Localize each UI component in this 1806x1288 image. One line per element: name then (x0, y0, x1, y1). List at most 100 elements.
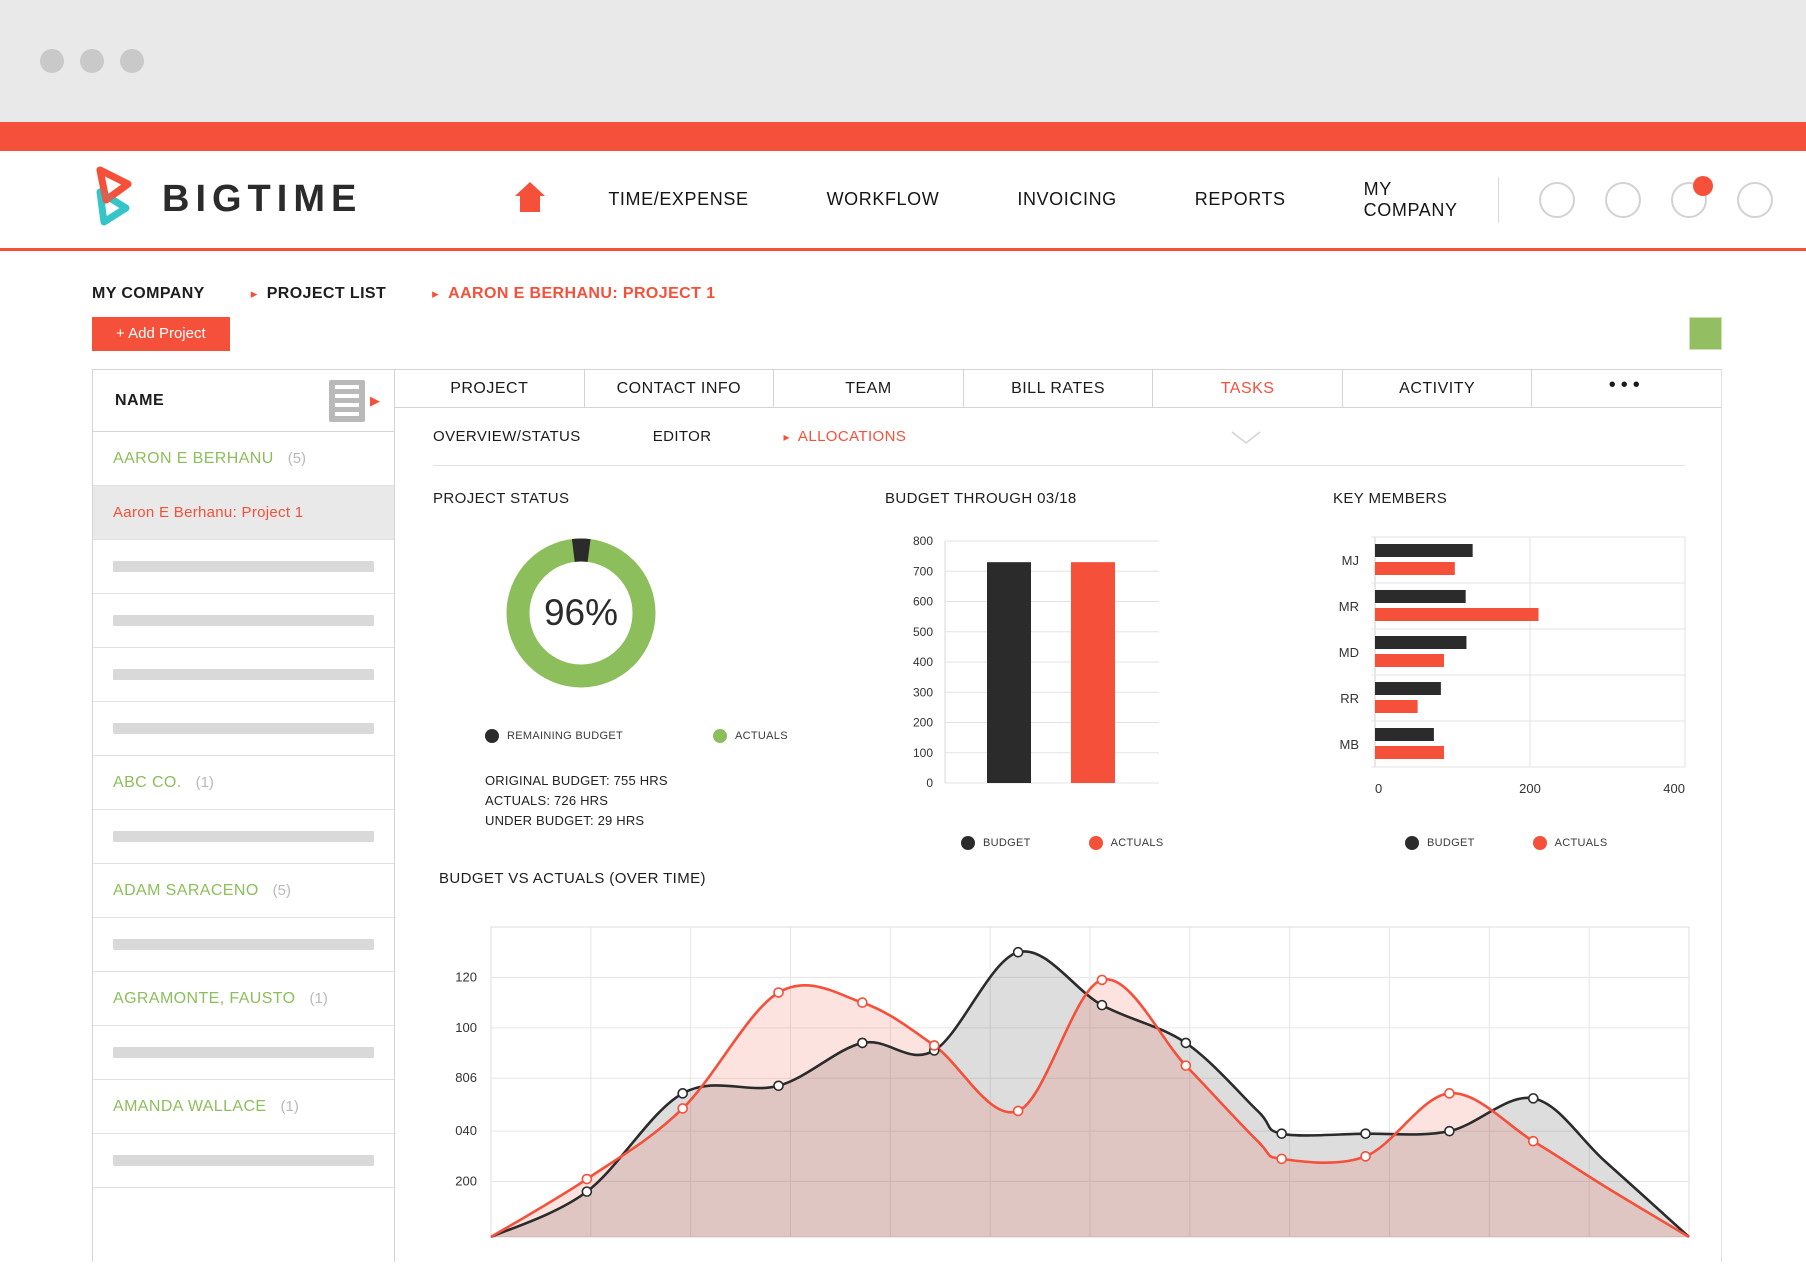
sidebar-placeholder-row[interactable] (93, 1134, 394, 1188)
sidebar-group-label: AMANDA WALLACE (113, 1097, 267, 1115)
key-members-legend: BUDGET ACTUALS (1405, 836, 1721, 850)
sidebar-selected-project-row[interactable]: Aaron E Berhanu: Project 1 (93, 486, 394, 540)
sidebar-group-row[interactable]: AGRAMONTE, FAUSTO (1) (93, 972, 394, 1026)
sidebar-placeholder-row[interactable] (93, 702, 394, 756)
svg-text:100: 100 (913, 746, 933, 760)
nav-circle-icon-1[interactable] (1538, 181, 1575, 218)
legend-dot (713, 729, 728, 743)
subtab-editor[interactable]: ▸EDITOR (653, 428, 712, 445)
tab-contact-info[interactable]: CONTACT INFO (585, 370, 775, 407)
project-status-legend-item: ACTUALS (713, 729, 788, 743)
breadcrumb-label: MY COMPANY (92, 285, 205, 302)
breadcrumb-item-3[interactable]: ▸ AARON E BERHANU: PROJECT 1 (432, 285, 715, 303)
tab-tasks[interactable]: TASKS (1153, 370, 1343, 407)
svg-text:040: 040 (455, 1123, 477, 1138)
sidebar-group-label: AGRAMONTE, FAUSTO (113, 989, 296, 1007)
list-view-icon[interactable] (329, 379, 365, 422)
nav-item-time-expense[interactable]: TIME/EXPENSE (608, 189, 749, 209)
sidebar-placeholder-row[interactable] (93, 540, 394, 594)
breadcrumb-caret-icon: ▸ (250, 286, 258, 301)
subtab-caret-icon: ▸ (783, 429, 790, 444)
sidebar-placeholder-row[interactable] (93, 810, 394, 864)
main-nav: BIGTIME TIME/EXPENSE WORKFLOW INVOICING REP… (0, 151, 1806, 248)
sidebar-group-label: ADAM SARACENO (113, 881, 259, 899)
sidebar-placeholder-row[interactable] (93, 918, 394, 972)
svg-text:500: 500 (913, 625, 933, 639)
budget-through-legend: BUDGET ACTUALS (961, 836, 1333, 850)
sidebar-group-count: (5) (287, 450, 307, 467)
nav-item-reports[interactable]: REPORTS (1194, 189, 1286, 209)
avatar[interactable] (1689, 317, 1722, 350)
sidebar-placeholder-row[interactable] (93, 594, 394, 648)
legend-dot (961, 836, 975, 850)
sidebar-header-label: NAME (115, 391, 165, 409)
nav-divider (1497, 176, 1499, 223)
placeholder-bar (113, 615, 374, 626)
sidebar-group-row[interactable]: AARON E BERHANU (5) (93, 432, 394, 486)
nav-circle-icon-3[interactable] (1670, 175, 1713, 218)
breadcrumb-item-1[interactable]: MY COMPANY (92, 285, 205, 303)
budget-vs-actuals-card: BUDGET VS ACTUALS (OVER TIME) 120 100 806 0… (439, 870, 1721, 1262)
legend-label: BUDGET (983, 837, 1031, 849)
sidebar-group-row[interactable]: AMANDA WALLACE (1) (93, 1080, 394, 1134)
svg-text:806: 806 (455, 1070, 477, 1085)
project-list-sidebar: NAME ▶ AARON E BERHANU (5) Aaron E Berhanu… (92, 370, 395, 1262)
key-members-title: KEY MEMBERS (1333, 490, 1448, 507)
sidebar-group-count: (1) (280, 1098, 299, 1115)
sidebar-expand-icon[interactable]: ▶ (370, 392, 380, 408)
nav-item-workflow[interactable]: WORKFLOW (826, 189, 940, 209)
sidebar-placeholder-row[interactable] (93, 648, 394, 702)
nav-circle-icon-4[interactable] (1736, 181, 1773, 218)
key-members-legend-item: BUDGET (1405, 836, 1475, 850)
main-content: NAME ▶ AARON E BERHANU (5) Aaron E Berhanu… (92, 369, 1722, 1262)
notification-badge (1692, 175, 1713, 196)
nav-item-my-company[interactable]: MY COMPANY (1363, 178, 1458, 220)
project-status-title: PROJECT STATUS (433, 490, 570, 507)
brand-name: BIGTIME (162, 178, 363, 220)
svg-text:RR: RR (1340, 691, 1359, 706)
legend-dot (1405, 836, 1419, 850)
home-icon (512, 180, 548, 219)
sidebar-group-count: (1) (309, 990, 328, 1007)
svg-text:200: 200 (1519, 781, 1541, 796)
tab-bill-rates[interactable]: BILL RATES (964, 370, 1154, 407)
nav-items: TIME/EXPENSE WORKFLOW INVOICING REPORTS MY C… (608, 179, 1457, 221)
budget-through-card: BUDGET THROUGH 03/18 800 700 600 500 400 300 2… (873, 490, 1333, 850)
legend-label: BUDGET (1427, 837, 1475, 849)
legend-dot (485, 729, 499, 743)
key-members-legend-item: ACTUALS (1532, 836, 1608, 850)
tab-project[interactable]: PROJECT (395, 370, 585, 407)
stat-original-budget: ORIGINAL BUDGET: 755 HRS (485, 773, 668, 788)
nav-item-invoicing[interactable]: INVOICING (1017, 189, 1117, 209)
sidebar-group-row[interactable]: ABC CO. (1) (93, 756, 394, 810)
sidebar-group-row[interactable]: ADAM SARACENO (5) (93, 864, 394, 918)
nav-circle-icon-2[interactable] (1604, 181, 1641, 218)
sidebar-group-count: (5) (272, 882, 292, 899)
svg-text:400: 400 (1663, 781, 1685, 796)
budget-stats: ORIGINAL BUDGET: 755 HRS ACTUALS: 726 HR… (485, 771, 873, 831)
sidebar-group-label: AARON E BERHANU (113, 449, 274, 467)
tab-activity[interactable]: ACTIVITY (1343, 370, 1533, 407)
placeholder-bar (113, 1155, 374, 1166)
window-dot-2 (80, 49, 104, 73)
bigtime-logo-icon (92, 164, 148, 235)
legend-label: ACTUALS (1110, 837, 1164, 849)
breadcrumb-item-2[interactable]: ▸ PROJECT LIST (251, 285, 386, 303)
add-project-button[interactable]: + Add Project (92, 317, 230, 351)
key-members-card: KEY MEMBERS 0 200 400 MJ MR MD RR MB BUDGET ACTU… (1333, 490, 1721, 850)
subtab-overview-status[interactable]: ▸OVERVIEW/STATUS (433, 428, 581, 445)
placeholder-bar (113, 723, 374, 734)
breadcrumb: MY COMPANY ▸ PROJECT LIST ▸ AARON E BERHANU:… (92, 279, 1806, 309)
home-button[interactable] (512, 180, 548, 219)
subtab-allocations[interactable]: ▸ ALLOCATIONS (783, 428, 906, 445)
tab-more[interactable]: ••• (1608, 374, 1645, 396)
placeholder-bar (113, 669, 374, 680)
svg-text:MR: MR (1339, 599, 1359, 614)
sidebar-placeholder-row[interactable] (93, 1026, 394, 1080)
brand[interactable]: BIGTIME (92, 164, 362, 235)
svg-text:MB: MB (1340, 737, 1360, 752)
sidebar-group-label: ABC CO. (113, 773, 182, 791)
tab-team[interactable]: TEAM (774, 370, 964, 407)
svg-text:0: 0 (1375, 781, 1382, 796)
subtab-label: EDITOR (652, 428, 712, 445)
